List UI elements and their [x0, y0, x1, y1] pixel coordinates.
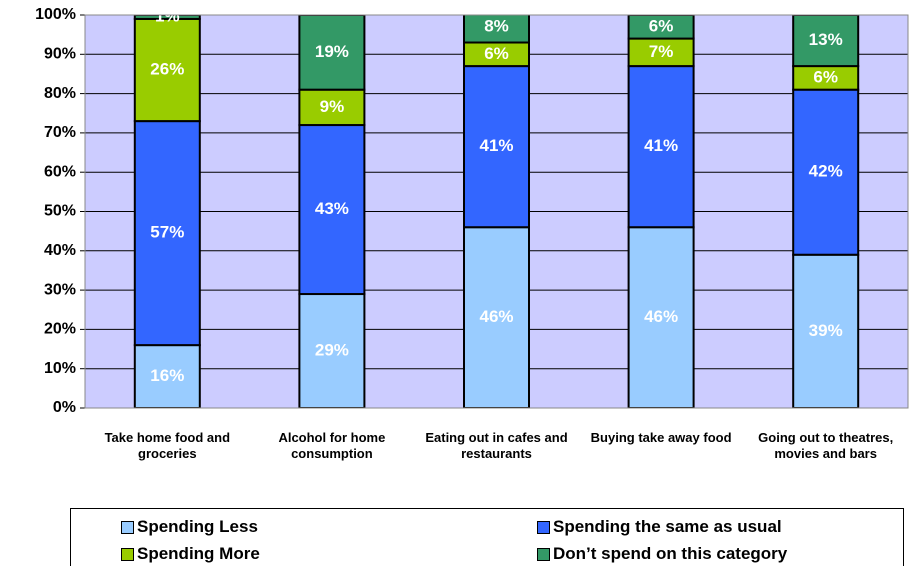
- data-label: 6%: [649, 16, 674, 35]
- data-label: 57%: [150, 223, 184, 242]
- data-label: 7%: [649, 42, 674, 61]
- bar-segment: [463, 226, 530, 408]
- legend-swatch: [121, 520, 134, 534]
- legend-label: Spending More: [137, 544, 260, 563]
- data-label: 41%: [479, 136, 513, 155]
- legend-item: Spending More: [121, 544, 260, 564]
- data-label: 46%: [644, 307, 678, 326]
- data-label: 29%: [315, 340, 349, 359]
- bar-segment: [298, 88, 366, 127]
- bar-segment: [463, 15, 530, 44]
- data-label: 39%: [809, 321, 843, 340]
- data-label: 13%: [809, 30, 843, 49]
- data-label: 6%: [484, 44, 509, 63]
- data-label: 1%: [155, 6, 180, 25]
- legend-swatch: [537, 547, 550, 561]
- data-label: 8%: [484, 16, 509, 35]
- bar-segment: [298, 293, 366, 408]
- legend-swatch: [537, 520, 550, 534]
- bar-segment: [792, 88, 860, 256]
- data-label: 43%: [315, 199, 349, 218]
- data-label: 19%: [315, 42, 349, 61]
- y-tick-label: 30%: [44, 281, 76, 298]
- data-label: 9%: [320, 97, 345, 116]
- x-tick-label: Going out to theatres, movies and bars: [758, 430, 894, 461]
- y-tick-label: 10%: [44, 360, 76, 377]
- y-tick-label: 80%: [44, 85, 76, 102]
- data-label: 6%: [813, 67, 838, 86]
- data-label: 46%: [479, 307, 513, 326]
- y-tick-label: 20%: [44, 321, 76, 338]
- legend-label: Don’t spend on this category: [553, 544, 788, 563]
- data-label: 42%: [809, 162, 843, 181]
- legend-label: Spending Less: [137, 517, 258, 536]
- legend-item: Spending Less: [121, 517, 258, 537]
- bars: [133, 15, 860, 408]
- bar-segment: [298, 124, 366, 296]
- y-tick-label: 100%: [35, 6, 76, 23]
- legend-swatch: [121, 547, 134, 561]
- y-tick-label: 60%: [44, 163, 76, 180]
- x-tick-label: Take home food and groceries: [104, 430, 231, 461]
- y-tick-label: 50%: [44, 203, 76, 220]
- x-tick-label: Buying take away food: [590, 430, 732, 445]
- x-tick-label: Alcohol for home consumption: [278, 430, 386, 461]
- data-label: 26%: [150, 60, 184, 79]
- legend-item: Spending the same as usual: [537, 517, 782, 537]
- legend-item: Don’t spend on this category: [537, 544, 787, 564]
- bar-segment: [133, 17, 201, 123]
- bar-segment: [298, 15, 366, 91]
- y-tick-label: 40%: [44, 242, 76, 259]
- x-tick-label: Eating out in cafes and restaurants: [425, 430, 568, 461]
- plot-border: [84, 14, 909, 409]
- bar-segment: [463, 65, 530, 229]
- legend-label: Spending the same as usual: [553, 517, 782, 536]
- bar-segment: [627, 15, 695, 40]
- y-tick-label: 90%: [44, 46, 76, 63]
- y-tick-label: 70%: [44, 124, 76, 141]
- bar-segment: [792, 15, 860, 68]
- bar-segment: [627, 65, 695, 229]
- data-label: 16%: [150, 366, 184, 385]
- legend: Spending Less Spending the same as usual S…: [70, 508, 904, 566]
- bar-segment: [627, 226, 695, 408]
- bar-segment: [133, 120, 201, 347]
- y-tick-label: 0%: [53, 399, 76, 416]
- bar-segment: [133, 15, 201, 20]
- data-label: 41%: [644, 136, 678, 155]
